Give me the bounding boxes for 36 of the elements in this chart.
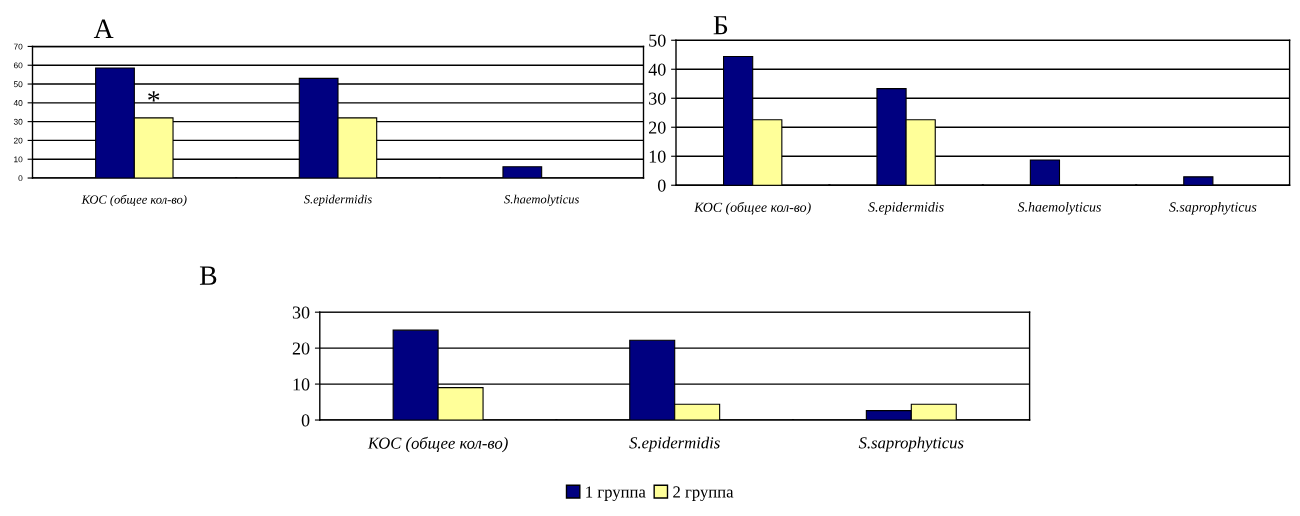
x-tick-label: S.haemolyticus xyxy=(1017,201,1101,215)
x-tick-label: S.saprophyticus xyxy=(1169,201,1257,215)
bar xyxy=(1029,159,1061,186)
x-tick-label: S.haemolyticus xyxy=(504,194,579,207)
x-tick-label: S.epidermidis xyxy=(629,436,720,452)
x-tick-label: КОС (общее кол-во) xyxy=(367,436,508,453)
y-tick-label: 50 xyxy=(649,34,666,47)
x-tick-label: S.saprophyticus xyxy=(858,436,964,452)
y-tick-label: 0 xyxy=(18,175,23,182)
y-tick-label: 10 xyxy=(14,156,23,163)
y-tick-label: 30 xyxy=(13,118,23,125)
legend-label: 1 группа xyxy=(586,486,646,501)
y-tick-label: 0 xyxy=(301,414,310,427)
y-tick-label: 60 xyxy=(13,62,23,69)
y-tick-label: 10 xyxy=(649,150,666,163)
y-tick-label: 40 xyxy=(648,63,666,76)
x-tick-label: S.epidermidis xyxy=(303,194,372,207)
bar xyxy=(1183,176,1214,186)
y-tick-label: 20 xyxy=(649,121,666,134)
y-tick-label: 20 xyxy=(13,137,23,144)
x-tick-label: S.epidermidis xyxy=(868,201,944,215)
x-tick-label: КОС (общее кол-во) xyxy=(694,201,811,215)
chart-title: Б xyxy=(713,16,728,35)
y-tick-label: 30 xyxy=(649,92,666,105)
x-tick-label: КОС (общее кол-во) xyxy=(81,194,187,207)
chart-title: В xyxy=(199,266,217,285)
y-tick-label: 20 xyxy=(292,342,310,355)
legend-label: 2 группа xyxy=(673,486,734,501)
y-tick-label: 10 xyxy=(293,378,310,391)
y-tick-label: 70 xyxy=(13,43,23,50)
y-tick-label: 30 xyxy=(292,306,310,319)
y-tick-label: 50 xyxy=(13,81,23,88)
y-tick-label: 0 xyxy=(657,179,666,192)
y-tick-label: 40 xyxy=(13,100,23,106)
annotation: * xyxy=(148,91,160,102)
chart-title: А xyxy=(93,19,114,38)
